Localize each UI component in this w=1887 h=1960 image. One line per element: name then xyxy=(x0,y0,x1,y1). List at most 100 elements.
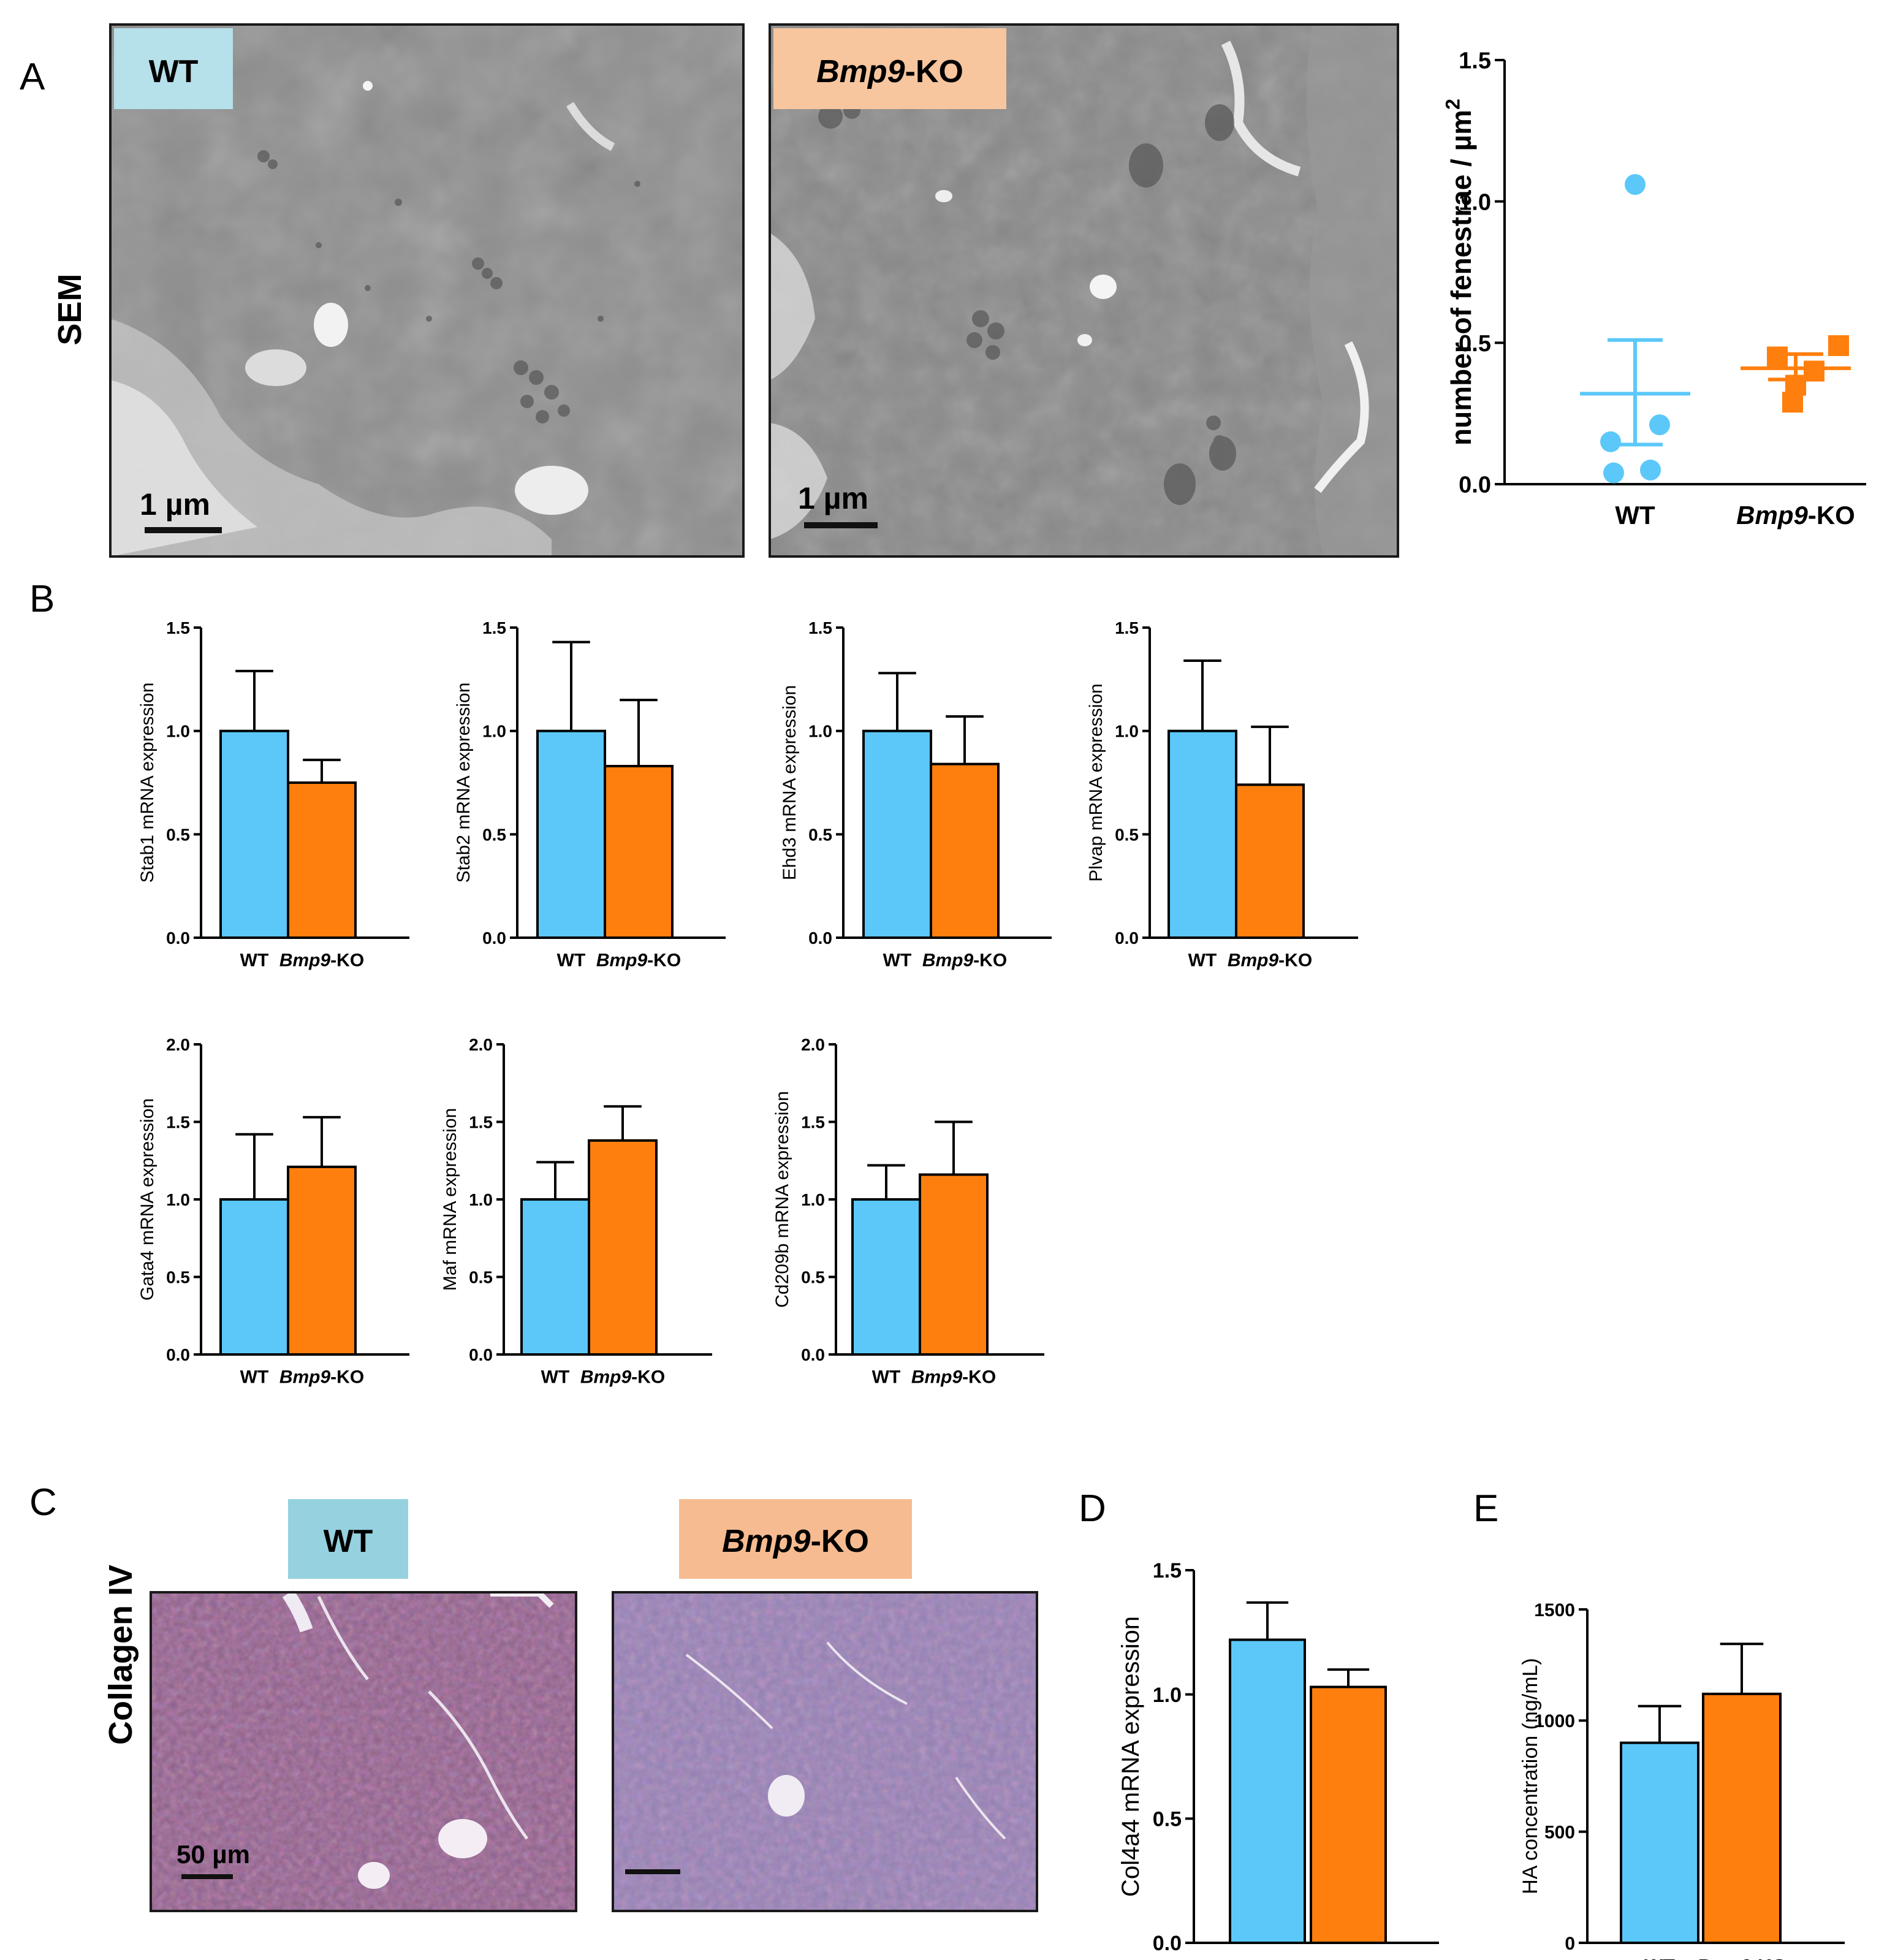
y-axis-label: Stab1 mRNA expression xyxy=(137,683,158,883)
bar-ko xyxy=(1310,1685,1387,1944)
y-tick-label: 0 xyxy=(1565,1934,1575,1954)
x-tick-label-text: WT xyxy=(240,1367,269,1388)
y-axis-label-text: Ehd3 mRNA expression xyxy=(780,685,800,881)
x-tick-label: WT xyxy=(1250,1957,1285,1960)
bar-wt xyxy=(1229,1638,1306,1945)
panel-label-b: B xyxy=(29,578,55,620)
sem-wt-tag-label: WT xyxy=(149,54,199,89)
collagen-ko-tag xyxy=(679,1499,912,1579)
sem-ko-tag-suffix: -KO xyxy=(905,54,963,89)
y-tick-label: 1000 xyxy=(1534,1711,1575,1731)
x-tick-label-text: WT xyxy=(872,1367,901,1388)
x-tick-label: WT xyxy=(240,1367,269,1388)
y-axis-label: Ehd3 mRNA expression xyxy=(780,685,800,881)
y-tick-label: 1.0 xyxy=(808,722,832,741)
data-point xyxy=(1600,431,1621,452)
x-tick-label-text: -KO xyxy=(1278,951,1312,971)
data-point xyxy=(1603,462,1624,484)
bar-wt xyxy=(520,1198,590,1356)
y-axis-label-text: Gata4 mRNA expression xyxy=(137,1098,158,1301)
x-tick-label-text: -KO xyxy=(1751,1956,1787,1960)
x-tick-label: WT xyxy=(1615,501,1655,530)
data-point xyxy=(1782,392,1803,413)
sem-ko-scale-label: 1 µm xyxy=(798,481,868,515)
x-tick-label-gene: Bmp9 xyxy=(1228,951,1279,971)
y-tick-label: 0.5 xyxy=(801,1268,825,1287)
chart-gata4: 0.0 0.5 1.0 1.5 2.0 Gata4 mRNA expression WT Bm… xyxy=(137,1035,409,1388)
x-tick-label-text: -KO xyxy=(973,951,1007,971)
x-tick-label-text: WT xyxy=(1188,951,1217,971)
sem-wt-tag xyxy=(114,28,233,109)
bar-wt xyxy=(851,1198,921,1356)
sem-row-label: SEM xyxy=(51,273,88,345)
collagen-ko-tag-gene: Bmp9 xyxy=(722,1524,811,1559)
y-tick-label: 0.0 xyxy=(1153,1932,1182,1955)
x-tick-label: WT xyxy=(557,951,586,971)
y-axis-label-text: Plvap mRNA expression xyxy=(1086,683,1106,881)
panel-label-d: D xyxy=(1079,1487,1106,1530)
chart-fenestrae: 0.0 0.5 1.0 1.5 number of fenestrae / µm2 WT B… xyxy=(1442,48,1866,530)
y-tick-label: 1500 xyxy=(1534,1600,1575,1620)
data-point xyxy=(1649,414,1670,436)
chart-ha: 0 500 1000 1500 HA concentration (ng/mL) WT Bm… xyxy=(1519,1600,1845,1960)
y-tick-label: 1.0 xyxy=(469,1190,493,1209)
sem-wt-scale-bar xyxy=(145,527,222,533)
chart-cd209b: 0.0 0.5 1.0 1.5 2.0 Cd209b mRNA expression WT B… xyxy=(772,1035,1044,1388)
x-tick-label: Bmp9-KO xyxy=(580,1367,665,1388)
data-point xyxy=(1625,173,1646,195)
sem-wt-scale-label: 1 µm xyxy=(140,487,210,522)
y-axis-label: Col4a4 mRNA expression xyxy=(1117,1616,1144,1897)
x-tick-label: WT xyxy=(240,951,269,971)
bar-ko xyxy=(287,1165,357,1356)
y-tick-label: 1.0 xyxy=(166,1190,190,1209)
x-tick-label-text: -KO xyxy=(1359,1957,1399,1960)
y-axis-label: Cd209b mRNA expression xyxy=(772,1091,792,1308)
x-tick-label: Bmp9-KO xyxy=(1228,951,1312,971)
y-tick-label: 0.5 xyxy=(1459,331,1491,357)
y-tick-label: 0.5 xyxy=(166,1268,190,1287)
collagen-image-wt xyxy=(151,1589,576,1911)
y-tick-label: 0.0 xyxy=(808,929,832,948)
bar-ko xyxy=(1235,783,1305,939)
collagen-ko-tag-suffix: -KO xyxy=(811,1524,869,1559)
y-tick-label: 0.0 xyxy=(469,1345,493,1364)
y-tick-label: 1.5 xyxy=(482,618,506,637)
y-tick-label: 1.5 xyxy=(469,1113,493,1132)
x-tick-label: WT xyxy=(1188,951,1217,971)
y-axis-label-text: HA concentration (ng/mL) xyxy=(1519,1658,1542,1894)
chart-plvap: 0.0 0.5 1.0 1.5 Plvap mRNA expression WT Bmp9-… xyxy=(1086,618,1358,971)
y-axis-label-text: number of fenestrae / µm xyxy=(1445,110,1477,446)
panel-label-c: C xyxy=(29,1481,57,1524)
y-axis-label: HA concentration (ng/mL) xyxy=(1519,1658,1542,1894)
bar-ko xyxy=(1702,1692,1782,1944)
y-tick-label: 0.5 xyxy=(482,825,506,844)
y-axis-label-text: Stab2 mRNA expression xyxy=(454,683,474,883)
data-point xyxy=(1767,346,1788,368)
y-tick-label: 1.0 xyxy=(801,1190,825,1209)
y-tick-label: 1.5 xyxy=(808,618,832,637)
y-tick-label: 2.0 xyxy=(801,1035,825,1054)
bar-wt xyxy=(862,729,932,939)
y-tick-label: 1.0 xyxy=(482,722,506,741)
y-tick-label: 0.0 xyxy=(801,1345,825,1364)
y-axis-label-sup: 2 xyxy=(1442,99,1464,110)
sem-ko-scale-bar xyxy=(804,522,878,528)
y-axis-label-text: Cd209b mRNA expression xyxy=(772,1091,792,1308)
y-tick-label: 0.5 xyxy=(808,825,832,844)
chart-col4a4: 0.0 0.5 1.0 1.5 Col4a4 mRNA expression WT Bmp9… xyxy=(1117,1559,1439,1960)
y-axis-label: number of fenestrae / µm2 xyxy=(1442,99,1477,446)
x-tick-label-text: WT xyxy=(1644,1956,1675,1960)
bar-ko xyxy=(604,765,674,939)
y-axis-label: Stab2 mRNA expression xyxy=(454,683,474,883)
y-tick-label: 0.5 xyxy=(1153,1808,1182,1831)
x-tick-label-text: -KO xyxy=(330,1367,364,1388)
x-tick-label: Bmp9-KO xyxy=(1297,1957,1399,1960)
charts: 0.0 0.5 1.0 1.5 number of fenestrae / µm2 WT B… xyxy=(137,48,1866,1960)
x-tick-label-gene: Bmp9 xyxy=(580,1367,632,1388)
bar-wt xyxy=(219,729,289,939)
collagen-image-ko xyxy=(613,1592,1037,1911)
x-tick-label: WT xyxy=(541,1367,570,1388)
x-tick-label: Bmp9-KO xyxy=(279,1367,364,1388)
x-tick-label-gene: Bmp9 xyxy=(279,1367,331,1388)
